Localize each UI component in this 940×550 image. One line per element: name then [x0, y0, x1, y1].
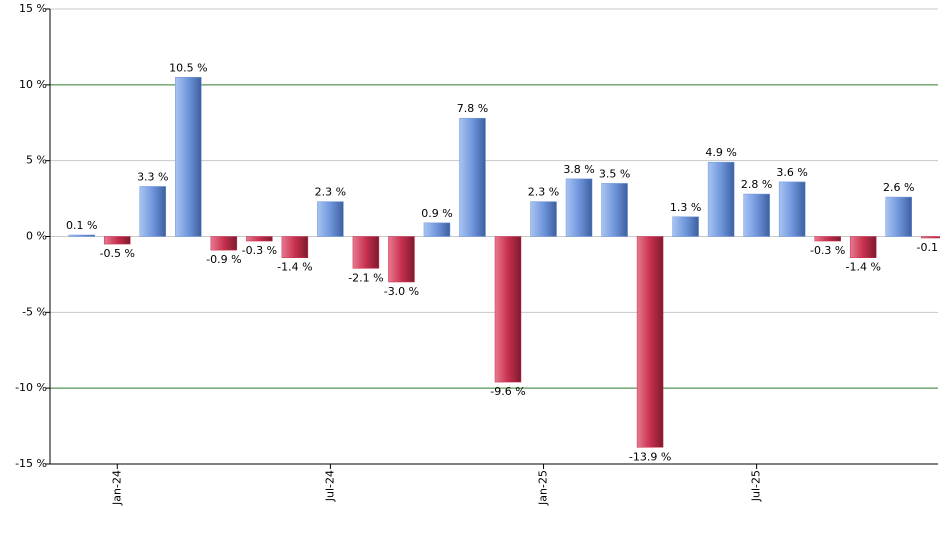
bar — [885, 196, 912, 237]
data-label: 2.3 % — [315, 186, 346, 199]
data-label: 3.5 % — [599, 167, 630, 180]
bar — [104, 236, 131, 245]
data-label: 0.1 % — [66, 219, 97, 232]
data-label: -9.6 % — [490, 385, 525, 398]
bar — [636, 236, 664, 448]
bar — [920, 236, 940, 239]
bar — [494, 236, 522, 383]
data-label: 2.6 % — [883, 181, 914, 194]
bar — [778, 181, 806, 237]
x-tick-label: Jul-25 — [750, 470, 763, 502]
data-label: -1.4 % — [845, 261, 880, 274]
x-tick-label: Jan-25 — [537, 470, 550, 506]
y-tick-label: -10 % — [15, 381, 47, 394]
bar — [317, 201, 344, 237]
data-label: -0.3 % — [242, 244, 277, 257]
data-label: 2.8 % — [741, 178, 772, 191]
y-tick-label: 5 % — [26, 154, 47, 167]
data-label: 3.8 % — [563, 163, 594, 176]
bar — [139, 186, 167, 237]
bar — [388, 236, 415, 283]
data-label: -0.1 % — [917, 241, 940, 254]
data-label: -13.9 % — [629, 450, 671, 463]
y-tick-label: 15 % — [19, 2, 47, 15]
data-label: 7.8 % — [457, 102, 488, 115]
bar — [565, 178, 593, 237]
bar — [601, 183, 628, 237]
data-label: 0.9 % — [421, 207, 452, 220]
y-tick-label: 10 % — [19, 78, 47, 91]
bar — [530, 201, 557, 237]
bar — [707, 161, 735, 237]
data-label: -2.1 % — [348, 271, 383, 284]
bar — [849, 236, 877, 258]
y-tick-label: -5 % — [22, 305, 47, 318]
data-label: -0.3 % — [810, 244, 845, 257]
bar — [814, 236, 841, 242]
data-label: 3.3 % — [137, 170, 168, 183]
data-label: 3.6 % — [776, 166, 807, 179]
bar — [175, 77, 202, 237]
x-tick-label: Jan-24 — [110, 470, 123, 506]
data-label: 4.9 % — [705, 146, 736, 159]
data-label: 10.5 % — [169, 61, 207, 74]
data-label: 1.3 % — [670, 201, 701, 214]
bar — [68, 234, 96, 237]
bar — [210, 236, 238, 251]
data-label: -1.4 % — [277, 261, 312, 274]
data-label: 2.3 % — [528, 186, 559, 199]
data-label: -3.0 % — [384, 285, 419, 298]
data-label: -0.5 % — [100, 247, 135, 260]
bar — [743, 193, 770, 237]
y-tick-label: 0 % — [26, 230, 47, 243]
data-label: -0.9 % — [206, 253, 241, 266]
bar — [352, 236, 380, 269]
bar — [246, 236, 273, 242]
y-tick-label: -15 % — [15, 457, 47, 470]
bar — [459, 117, 486, 237]
bar — [423, 222, 451, 237]
bar — [672, 216, 699, 237]
bar — [281, 236, 309, 258]
x-tick-label: Jul-24 — [323, 470, 336, 502]
